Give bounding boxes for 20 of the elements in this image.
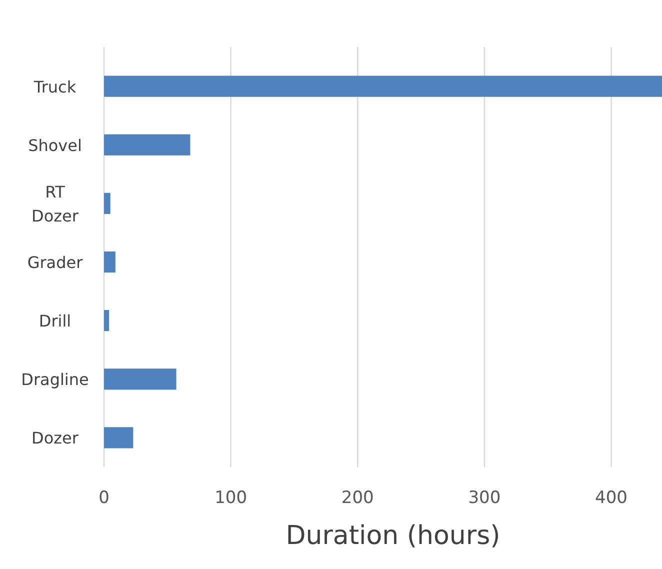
y-tick-label: Dozer <box>32 428 79 448</box>
x-tick-label: 100 <box>214 488 248 508</box>
y-tick-label: Shovel <box>28 136 82 155</box>
bar <box>104 368 176 390</box>
x-tick-label: 0 <box>98 488 110 508</box>
x-axis-title: Duration (hours) <box>286 521 500 551</box>
bar <box>104 427 134 448</box>
bar <box>104 192 110 214</box>
x-tick-label: 200 <box>341 488 374 508</box>
bar <box>104 134 190 156</box>
y-tick-label: Truck <box>32 77 77 96</box>
bar <box>104 76 662 97</box>
bar <box>104 251 116 273</box>
bar <box>104 310 110 332</box>
y-tick-label: Grader <box>27 253 84 272</box>
y-tick-label: RT Dozer <box>32 182 79 226</box>
y-tick-label: Drill <box>38 312 72 331</box>
x-tick-label: 300 <box>468 488 501 508</box>
y-tick-label: Dragline <box>21 370 89 390</box>
x-tick-label: 400 <box>595 488 628 508</box>
